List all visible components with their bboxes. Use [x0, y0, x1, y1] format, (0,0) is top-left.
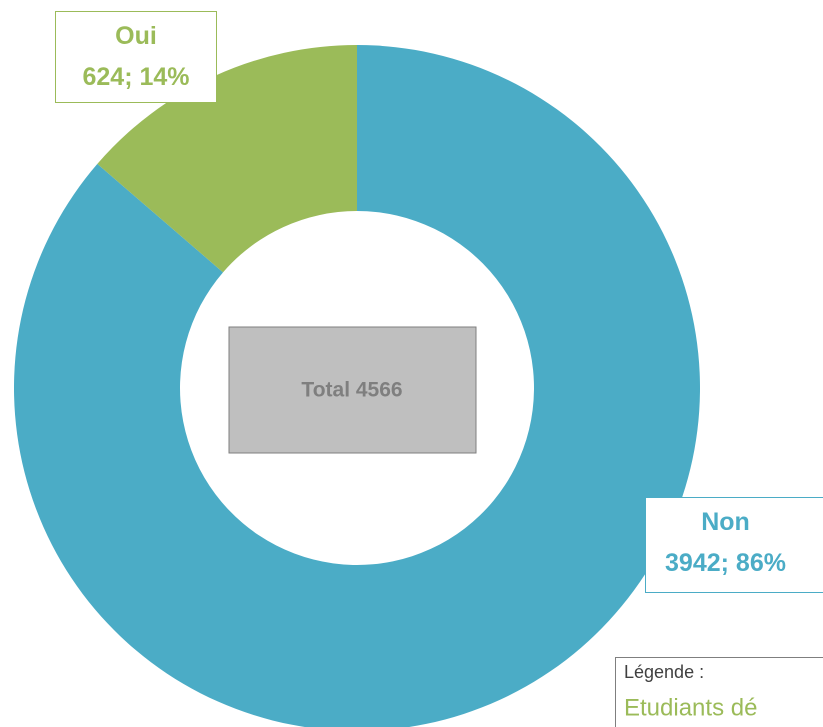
donut-slice — [97, 45, 357, 273]
legend-text: Etudiants dé — [624, 694, 757, 721]
donut-slice — [14, 45, 700, 727]
data-label-box — [645, 497, 823, 593]
category-label: Oui — [115, 22, 157, 50]
slices — [14, 45, 700, 727]
data-label-box — [55, 11, 217, 103]
legend-box — [615, 657, 823, 727]
data-label: 3942; 86% — [665, 549, 786, 577]
category-label: Non — [701, 508, 750, 536]
center-box — [228, 326, 477, 454]
data-label: 624; 14% — [82, 63, 189, 91]
center-label: Total 4566 — [301, 379, 402, 402]
legend-title: Légende : — [624, 662, 704, 682]
